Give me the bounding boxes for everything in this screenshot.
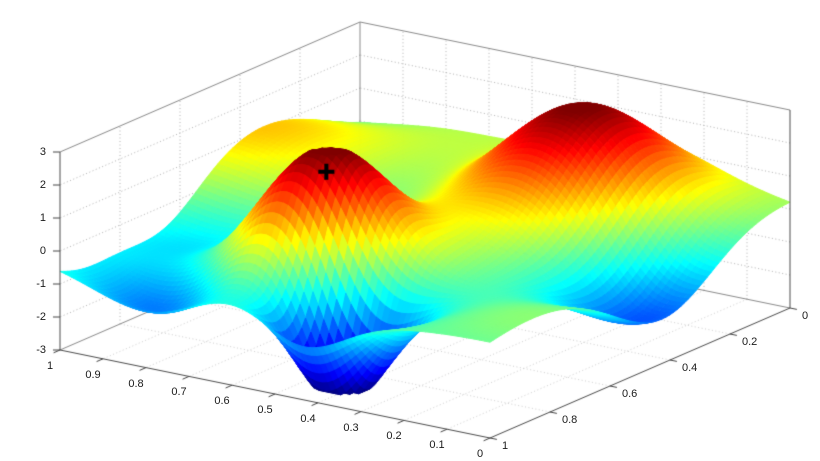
- surface-plot-canvas: [0, 0, 820, 461]
- surface-figure: 1 0.9 0.8 0.7 0.6 0.5 0.4 0.3 0.2 0.1 0 0 0.2 0.4 0.6 0…: [0, 0, 820, 461]
